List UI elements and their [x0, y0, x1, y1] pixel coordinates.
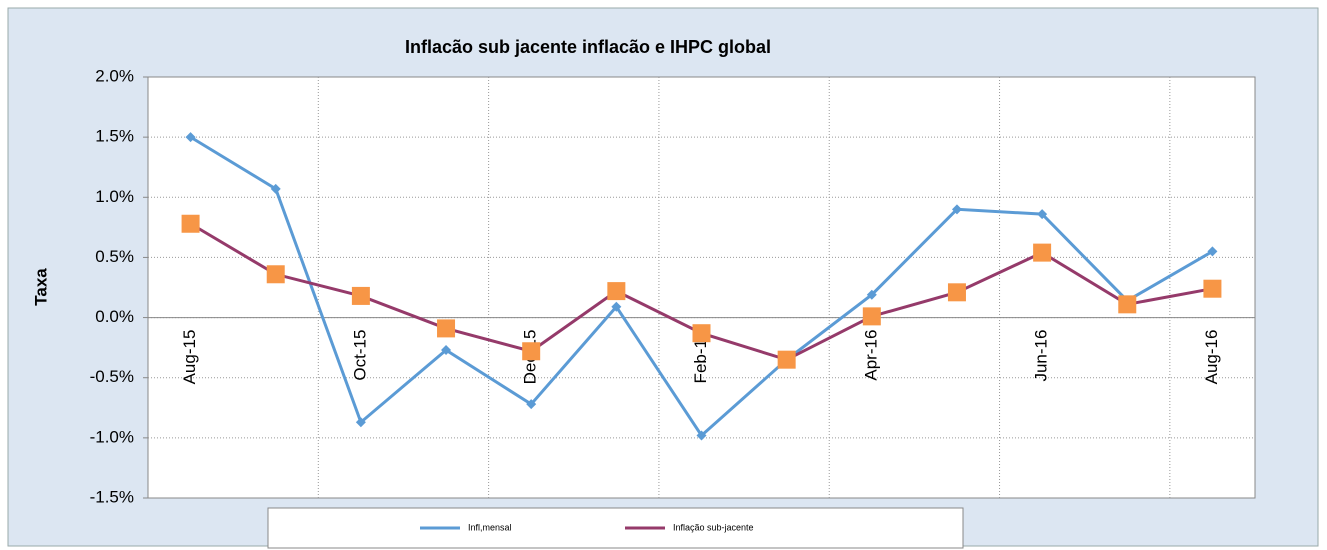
y-axis-label: Taxa [31, 268, 50, 306]
y-tick-label: -1.0% [90, 427, 134, 446]
marker [270, 183, 281, 194]
x-tick-label: Oct-15 [350, 330, 369, 381]
marker [522, 342, 541, 361]
legend-label: Infl,mensal [468, 522, 512, 532]
legend-label: Inflação sub-jacente [673, 522, 754, 532]
x-tick-label: Feb-16 [691, 330, 710, 384]
y-tick-label: 0.5% [95, 247, 134, 266]
marker [866, 289, 877, 300]
marker [437, 319, 456, 338]
marker [185, 132, 196, 143]
marker [611, 301, 622, 312]
marker [1037, 209, 1048, 220]
marker [1203, 279, 1222, 298]
marker [947, 283, 966, 302]
marker [951, 204, 962, 215]
chart-title: Inflacão sub jacente inflacão e IHPC glo… [405, 37, 771, 57]
x-tick-label: Jun-16 [1032, 330, 1051, 382]
marker [1118, 295, 1137, 314]
marker [777, 350, 796, 369]
marker [441, 345, 452, 356]
marker [692, 324, 711, 343]
marker [696, 430, 707, 441]
marker [266, 265, 285, 284]
x-tick-label: Aug-15 [180, 330, 199, 385]
marker [607, 282, 626, 301]
y-tick-label: 2.0% [95, 66, 134, 85]
x-tick-label: Apr-16 [861, 330, 880, 381]
y-tick-label: 0.0% [95, 307, 134, 326]
y-tick-label: -0.5% [90, 367, 134, 386]
legend [267, 507, 964, 549]
marker [1207, 246, 1218, 257]
marker [351, 286, 370, 305]
marker [862, 307, 881, 326]
marker [526, 399, 537, 410]
y-tick-label: -1.5% [90, 487, 134, 506]
marker [181, 214, 200, 233]
x-tick-label: Aug-16 [1202, 330, 1221, 385]
marker [1033, 243, 1052, 262]
y-tick-label: 1.0% [95, 187, 134, 206]
marker [355, 417, 366, 428]
y-tick-label: 1.5% [95, 127, 134, 146]
